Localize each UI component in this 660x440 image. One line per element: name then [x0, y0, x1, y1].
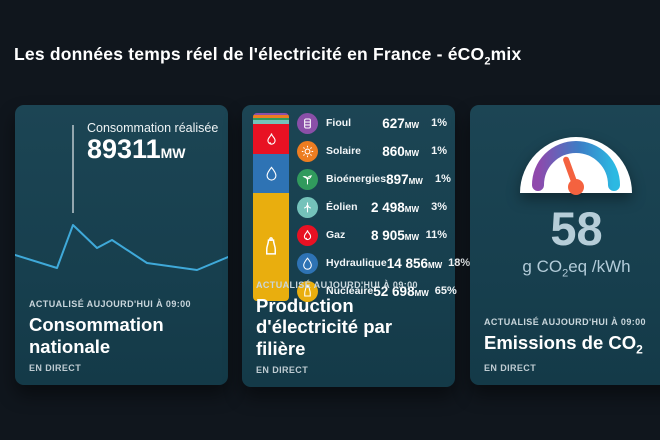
card-title-production: Production d'électricité par filière: [256, 295, 393, 359]
production-row-label: Hydraulique: [326, 257, 387, 269]
production-row-value: 2 498MW: [370, 199, 419, 215]
plant-icon: [297, 168, 318, 190]
live-badge: EN DIRECT: [484, 363, 537, 373]
production-row-value: 14 856MW: [386, 255, 443, 271]
production-row-label: Bioénergies: [326, 173, 387, 185]
production-row-value: 8 905MW: [370, 227, 419, 243]
flame-icon: [264, 132, 279, 147]
bar-segment-hydraulique: [253, 154, 289, 194]
co2-value: 58: [550, 202, 603, 255]
production-row-label: Fioul: [326, 117, 352, 129]
bar-segment-solaire: [253, 115, 289, 118]
wind-turbine-icon: [297, 196, 318, 218]
card-title-consommation: Consommation nationale: [29, 314, 164, 357]
page-title: Les données temps réel de l'électricité …: [14, 44, 522, 68]
production-row-label: Solaire: [326, 145, 362, 157]
production-row-label: Éolien: [326, 201, 358, 213]
production-row-value: 897MW: [386, 171, 423, 187]
chart-tooltip: Consommation réalisée 89311MW: [87, 121, 218, 165]
production-row: Fioul 627MW 1%: [297, 112, 447, 134]
nuclear-plant-icon: [261, 237, 281, 257]
production-row-value: 860MW: [382, 143, 419, 159]
production-row: Hydraulique 14 856MW 18%: [297, 252, 470, 274]
consumption-line-chart[interactable]: [15, 105, 228, 385]
live-badge: EN DIRECT: [256, 365, 309, 375]
mw-unit: MW: [414, 288, 429, 298]
production-row-label: Nucléaire: [326, 285, 374, 297]
chart-cursor-line: [72, 125, 74, 213]
production-row-percent: 1%: [434, 173, 451, 185]
gauge-needle-icon: [563, 156, 584, 195]
mw-unit: MW: [408, 176, 423, 186]
drop-icon: [264, 166, 279, 181]
updated-timestamp: ACTUALISÉ AUJOURD'HUI À 09:00: [29, 299, 191, 310]
production-row: Bioénergies 897MW 1%: [297, 168, 451, 190]
production-row-value: 627MW: [382, 115, 419, 131]
mw-unit: MW: [404, 204, 419, 214]
flame-icon: [297, 224, 318, 246]
updated-timestamp: ACTUALISÉ AUJOURD'HUI À 09:00: [484, 316, 646, 327]
production-row-percent: 3%: [431, 201, 447, 213]
bar-segment-fioul: [253, 113, 289, 116]
production-stacked-bar: [253, 113, 289, 301]
mw-unit: MW: [160, 145, 186, 161]
production-row-value: 52 698MW: [373, 283, 429, 299]
production-row: Gaz 8 905MW 11%: [297, 224, 447, 246]
co2-gauge: [520, 137, 632, 195]
gauge-dial: [520, 137, 632, 193]
card-emissions-co2[interactable]: 58 g CO2eq /kWh ACTUALISÉ AUJOURD'HUI À …: [470, 105, 660, 385]
gauge-arc: [532, 141, 620, 191]
mw-unit: MW: [404, 148, 419, 158]
production-row-percent: 1%: [431, 145, 447, 157]
production-row-percent: 1%: [431, 117, 447, 129]
bar-segment-nucléaire: [253, 193, 289, 301]
mw-unit: MW: [404, 232, 419, 242]
sun-icon: [297, 140, 318, 162]
production-row-label: Gaz: [326, 229, 346, 241]
bar-segment-éolien: [253, 120, 289, 125]
production-row-percent: 65%: [434, 285, 457, 297]
tooltip-label: Consommation réalisée: [87, 121, 219, 135]
drop-icon: [297, 252, 318, 274]
bar-segment-gaz: [253, 124, 289, 155]
production-row-percent: 18%: [448, 257, 471, 269]
bar-segment-bioénergies: [253, 117, 289, 121]
mw-unit: MW: [404, 120, 419, 130]
updated-timestamp: ACTUALISÉ AUJOURD'HUI À 09:00: [256, 280, 418, 291]
mw-unit: MW: [427, 260, 443, 270]
live-badge: EN DIRECT: [29, 363, 82, 373]
nuclear-plant-icon: [297, 280, 318, 302]
card-title-emissions: Emissions de CO2: [484, 331, 643, 357]
production-row-percent: 11%: [425, 229, 447, 241]
production-rows: Fioul 627MW 1% Solaire 860MW 1% Bioénergies 897…: [297, 112, 470, 302]
card-footer: ACTUALISÉ AUJOURD'HUI À 09:00 Consommati…: [29, 299, 218, 373]
production-row: Solaire 860MW 1%: [297, 140, 447, 162]
card-footer: ACTUALISÉ AUJOURD'HUI À 09:00 Emissions …: [484, 317, 660, 373]
production-row: Nucléaire 52 698MW 65%: [297, 280, 457, 302]
card-consommation-nationale[interactable]: Consommation réalisée 89311MW ACTUALISÉ …: [15, 105, 228, 385]
production-row: Éolien 2 498MW 3%: [297, 196, 447, 218]
barrel-icon: [297, 112, 318, 134]
card-footer: ACTUALISÉ AUJOURD'HUI À 09:00 Production…: [256, 280, 445, 375]
co2-unit: g CO2eq /kWh: [522, 257, 631, 280]
consumption-value: 89311MW: [87, 134, 186, 164]
card-production-par-filiere[interactable]: Fioul 627MW 1% Solaire 860MW 1% Bioénergies 897…: [242, 105, 470, 387]
